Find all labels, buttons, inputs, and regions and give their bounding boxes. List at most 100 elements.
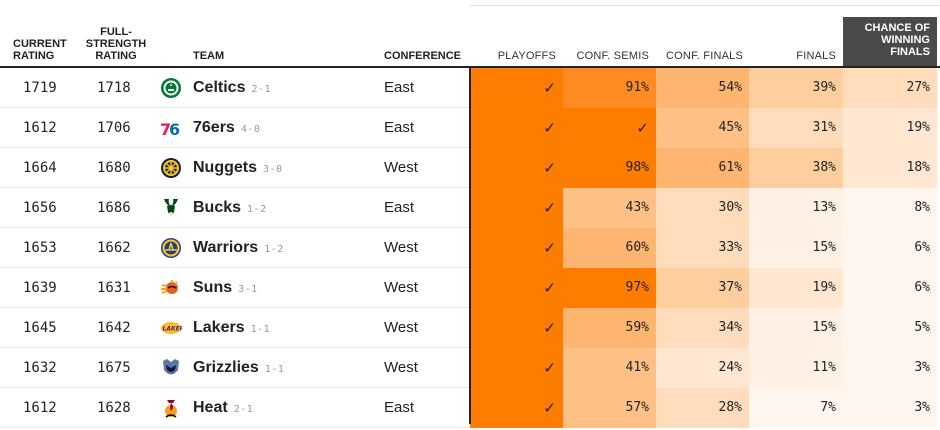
- header-win-finals-line2: WINNING: [881, 34, 930, 46]
- conference: East: [384, 199, 415, 216]
- header-team[interactable]: TEAM: [193, 50, 225, 62]
- team-name: Lakers: [193, 319, 245, 336]
- playoffs-probability: ✓: [470, 268, 563, 308]
- finals-probability: 39%: [749, 68, 843, 108]
- header-full-strength-line1: FULL-: [100, 26, 132, 38]
- conf-finals-probability: 28%: [656, 388, 749, 428]
- conf-finals-probability: 61%: [656, 148, 749, 188]
- header-playoffs[interactable]: PLAYOFFS: [497, 50, 556, 62]
- team-name: Suns: [193, 279, 233, 296]
- playoffs-probability: ✓: [470, 348, 563, 388]
- team-cell[interactable]: 76ers 4-0: [193, 108, 260, 148]
- series-record: 1-1: [264, 364, 285, 375]
- team-name: Nuggets: [193, 159, 257, 176]
- full-strength-rating: 1675: [97, 360, 131, 376]
- conference: West: [384, 359, 418, 376]
- full-strength-rating: 1686: [97, 200, 131, 216]
- nuggets-logo: [160, 157, 182, 179]
- header-conf-semis[interactable]: CONF. SEMIS: [576, 50, 649, 62]
- svg-text:6: 6: [169, 120, 180, 139]
- conf-finals-probability: 30%: [656, 188, 749, 228]
- team-cell[interactable]: Grizzlies 1-1: [193, 348, 284, 388]
- table-row[interactable]: 1653 1662 Warriors 1-2 West ✓ 60% 33% 15% 6%: [0, 228, 940, 268]
- finals-probability: 38%: [749, 148, 843, 188]
- team-cell[interactable]: Celtics 2-1: [193, 68, 271, 108]
- win-finals-probability: 6%: [843, 228, 937, 268]
- table-row[interactable]: 1664 1680 Nuggets 3-0 West ✓ 98% 61% 38% 18%: [0, 148, 940, 188]
- row-separator: [0, 307, 470, 308]
- finals-probability: 15%: [749, 308, 843, 348]
- row-separator: [0, 147, 470, 148]
- header-full-strength-rating[interactable]: FULL- STRENGTH RATING: [84, 26, 148, 62]
- header-finals[interactable]: FINALS: [796, 50, 836, 62]
- finals-probability: 7%: [749, 388, 843, 428]
- lakers-logo: LAKERS: [160, 317, 189, 339]
- header-full-strength-line2: STRENGTH: [85, 38, 147, 50]
- win-finals-probability: 3%: [843, 388, 937, 428]
- table-row[interactable]: 1612 1628 Heat 2-1 East ✓ 57% 28% 7% 3%: [0, 388, 940, 428]
- full-strength-rating: 1662: [97, 240, 131, 256]
- header-win-finals[interactable]: CHANCE OF WINNING FINALS: [843, 17, 937, 66]
- header-current-rating-line1: CURRENT: [13, 38, 67, 50]
- current-rating: 1612: [23, 120, 57, 136]
- team-name: Celtics: [193, 79, 246, 96]
- table-header: CURRENT RATING FULL- STRENGTH RATING TEA…: [0, 0, 940, 66]
- header-conference[interactable]: CONFERENCE: [384, 50, 462, 62]
- finals-probability: 15%: [749, 228, 843, 268]
- conference: West: [384, 279, 418, 296]
- current-rating: 1656: [23, 200, 57, 216]
- conference: East: [384, 399, 415, 416]
- series-record: 2-1: [233, 404, 254, 415]
- celtics-logo: [160, 77, 182, 99]
- table-row[interactable]: 1656 1686 Bucks 1-2 East ✓ 43% 30% 13% 8%: [0, 188, 940, 228]
- table-row[interactable]: 1639 1631 Suns 3-1 West ✓ 97% 37% 19% 6%: [0, 268, 940, 308]
- svg-text:LAKERS: LAKERS: [163, 326, 183, 333]
- grizzlies-logo: [160, 357, 182, 379]
- team-cell[interactable]: Suns 3-1: [193, 268, 258, 308]
- series-record: 1-2: [264, 244, 284, 255]
- win-finals-probability: 18%: [843, 148, 937, 188]
- current-rating: 1664: [23, 160, 57, 176]
- team-cell[interactable]: Nuggets 3-0: [193, 148, 283, 188]
- header-top-rule: [470, 5, 940, 6]
- conf-finals-probability: 37%: [656, 268, 749, 308]
- header-conf-finals[interactable]: CONF. FINALS: [666, 50, 743, 62]
- series-record: 3-1: [238, 284, 258, 295]
- team-cell[interactable]: Warriors 1-2: [193, 228, 284, 268]
- conf-finals-probability: 24%: [656, 348, 749, 388]
- conf-finals-probability: 33%: [656, 228, 749, 268]
- conference: East: [384, 79, 415, 96]
- header-win-finals-line3: FINALS: [890, 46, 930, 58]
- team-cell[interactable]: Lakers 1-1: [193, 308, 270, 348]
- win-finals-probability: 27%: [843, 68, 937, 108]
- current-rating: 1645: [23, 320, 57, 336]
- series-record: 4-0: [240, 124, 261, 135]
- team-name: Heat: [193, 399, 228, 416]
- conference: West: [384, 239, 418, 256]
- header-bottom-rule: [0, 66, 940, 68]
- conf-finals-probability: 45%: [656, 108, 749, 148]
- svg-text:7: 7: [160, 120, 171, 139]
- header-win-finals-line1: CHANCE OF: [864, 22, 930, 34]
- team-cell[interactable]: Heat 2-1: [193, 388, 253, 428]
- series-record: 1-1: [250, 324, 271, 335]
- table-row[interactable]: 1719 1718 Celtics 2-1 East ✓ 91% 54% 39% 27%: [0, 68, 940, 108]
- table-row[interactable]: 1632 1675 Grizzlies 1-1 West ✓ 41% 24% 11% 3%: [0, 348, 940, 388]
- suns-logo: [160, 277, 182, 299]
- team-cell[interactable]: Bucks 1-2: [193, 188, 267, 228]
- current-rating: 1639: [23, 280, 57, 296]
- full-strength-rating: 1642: [97, 320, 131, 336]
- playoffs-probability: ✓: [470, 308, 563, 348]
- playoffs-probability: ✓: [470, 148, 563, 188]
- table-row[interactable]: 1612 1706 7 6 76ers 4-0 East ✓ ✓ 45% 31% 19%: [0, 108, 940, 148]
- current-rating: 1632: [23, 360, 57, 376]
- current-rating: 1719: [23, 80, 57, 96]
- table-row[interactable]: 1645 1642 LAKERS Lakers 1-1 West ✓59%34%15%5%: [0, 308, 940, 348]
- row-separator: [0, 267, 470, 268]
- finals-probability: 13%: [749, 188, 843, 228]
- conf-semis-probability: 59%: [563, 308, 656, 348]
- header-current-rating[interactable]: CURRENT RATING: [13, 38, 67, 62]
- playoffs-probability: ✓: [470, 388, 563, 428]
- finals-probability: 19%: [749, 268, 843, 308]
